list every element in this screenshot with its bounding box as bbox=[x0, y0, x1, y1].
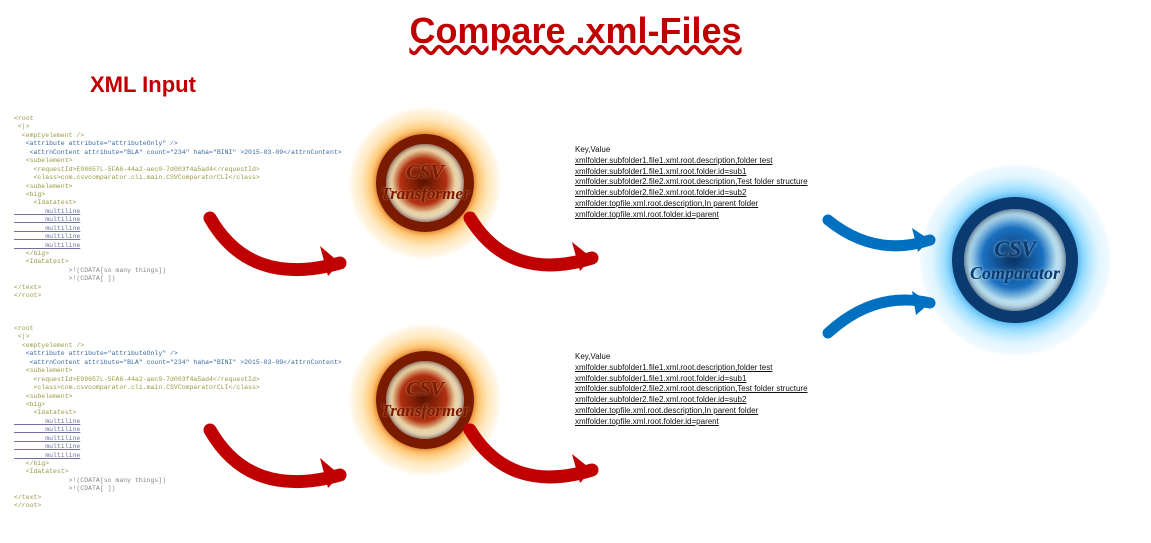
transformer-label: CSV Transformer bbox=[380, 379, 469, 421]
csv-header: Key,Value bbox=[575, 145, 875, 156]
arrow-t2-to-csv2 bbox=[460, 420, 620, 510]
csv-row: xmlfolder.subfolder1.file1.xml.root.fold… bbox=[575, 167, 875, 178]
csv-row: xmlfolder.subfolder2.file2.xml.root.fold… bbox=[575, 188, 875, 199]
badge-line1: CSV bbox=[994, 236, 1036, 261]
badge-line2: Comparator bbox=[970, 263, 1060, 283]
comparator-label: CSV Comparator bbox=[970, 237, 1060, 283]
csv-row: xmlfolder.subfolder1.file1.xml.root.desc… bbox=[575, 156, 875, 167]
csv-row: xmlfolder.topfile.xml.root.description,I… bbox=[575, 406, 875, 417]
csv-row: xmlfolder.subfolder2.file2.xml.root.desc… bbox=[575, 177, 875, 188]
csv-row: xmlfolder.subfolder2.file2.xml.root.fold… bbox=[575, 395, 875, 406]
badge-line1: CSV bbox=[406, 161, 444, 183]
badge-line2: Transformer bbox=[380, 184, 469, 203]
xml-input-heading: XML Input bbox=[90, 72, 196, 98]
badge-line2: Transformer bbox=[380, 401, 469, 420]
arrow-xml-to-t2 bbox=[200, 420, 370, 510]
csv-row: xmlfolder.subfolder2.file2.xml.root.desc… bbox=[575, 384, 875, 395]
csv-row: xmlfolder.subfolder1.file1.xml.root.desc… bbox=[575, 363, 875, 374]
arrow-csv1-to-cmp bbox=[820, 210, 950, 270]
arrow-csv2-to-cmp bbox=[820, 275, 950, 345]
arrow-xml-to-t1 bbox=[200, 208, 370, 298]
csv-row: xmlfolder.topfile.xml.root.description,I… bbox=[575, 199, 875, 210]
csv-header: Key,Value bbox=[575, 352, 875, 363]
transformer-label: CSV Transformer bbox=[380, 162, 469, 204]
page-title: Compare .xml-Files bbox=[409, 10, 741, 52]
csv-row: xmlfolder.subfolder1.file1.xml.root.fold… bbox=[575, 374, 875, 385]
csv-row: xmlfolder.topfile.xml.root.folder.id=par… bbox=[575, 417, 875, 428]
csv-output-bottom: Key,Valuexmlfolder.subfolder1.file1.xml.… bbox=[575, 352, 875, 428]
arrow-t1-to-csv1 bbox=[460, 208, 620, 298]
badge-line1: CSV bbox=[406, 378, 444, 400]
